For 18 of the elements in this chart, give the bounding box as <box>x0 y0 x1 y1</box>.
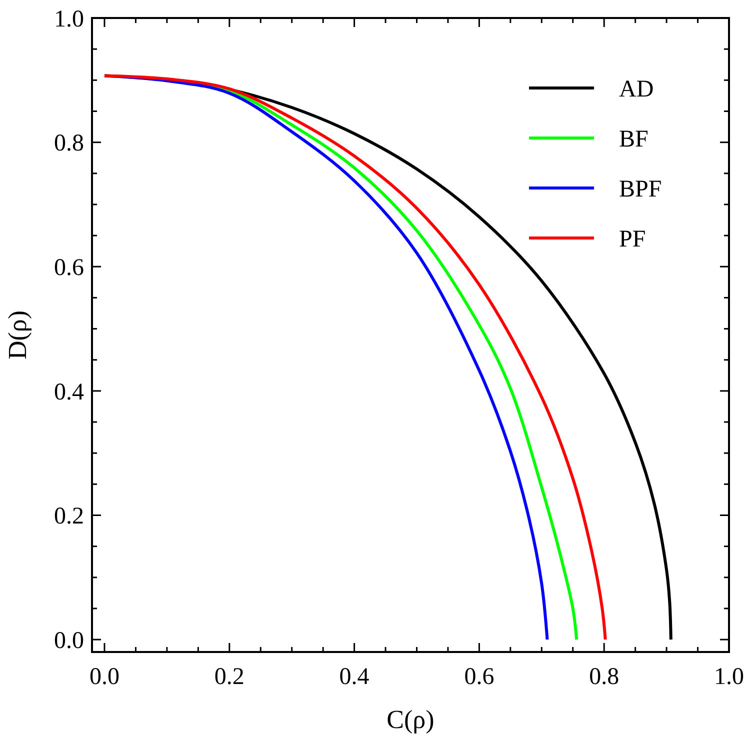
y-axis-title: D(ρ) <box>3 310 32 360</box>
y-tick-label: 0.8 <box>54 130 84 157</box>
x-tick-label: 0.8 <box>589 664 620 690</box>
x-tick-label: 1.0 <box>714 664 744 690</box>
y-tick-label: 0.6 <box>54 255 84 282</box>
legend-label: AD <box>619 76 654 102</box>
x-tick-label: 0.6 <box>464 664 494 690</box>
y-tick-label: 0.4 <box>54 379 84 406</box>
x-tick-label: 0.2 <box>214 664 244 690</box>
y-tick-label: 0.0 <box>54 628 84 654</box>
legend-label: PF <box>619 226 646 252</box>
legend-label: BF <box>619 126 648 152</box>
y-tick-label: 1.0 <box>54 6 84 32</box>
x-tick-label: 0.0 <box>89 664 120 690</box>
legend-label: BPF <box>619 176 662 202</box>
x-tick-label: 0.4 <box>339 664 370 690</box>
x-axis-title: C(ρ) <box>386 705 434 734</box>
y-tick-label: 0.2 <box>54 504 84 530</box>
